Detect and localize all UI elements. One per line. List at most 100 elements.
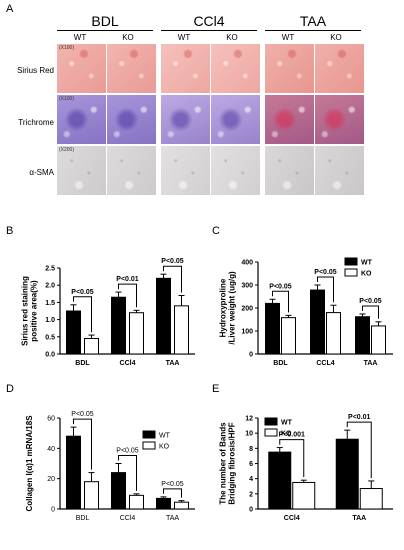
ko-label-ccl4: KO [226, 33, 238, 42]
significance-label: P<0.05 [161, 258, 183, 265]
legend-label-wt: WT [281, 420, 293, 427]
histology-tile [107, 44, 156, 93]
histology-tile [265, 95, 314, 144]
legend-label-ko: KO [281, 431, 292, 438]
bar-ko [359, 488, 383, 510]
y-tick-label: 10 [245, 431, 253, 438]
y-tick-label: 2.0 [45, 283, 55, 290]
category-label: TAA [352, 515, 366, 522]
histology-tile [161, 44, 210, 93]
y-axis-label: Hydroxyproline [219, 278, 228, 337]
group-title-taa: TAA [299, 13, 327, 29]
significance-bracket [163, 265, 182, 293]
histology-tile [265, 44, 314, 93]
bar-ko [292, 481, 316, 510]
histology-tile: (X200) [57, 146, 106, 195]
histology-tile [211, 146, 260, 195]
y-axis-label: Bridging fibrosis/HPF [228, 422, 237, 504]
bar-wt [355, 316, 370, 355]
significance-label: P<0.05 [359, 298, 381, 305]
y-tick-label: 0 [51, 507, 55, 514]
wt-label-bdl: WT [73, 33, 87, 42]
histology-tile [161, 146, 210, 195]
bar-wt [66, 435, 81, 510]
bar-wt [268, 451, 292, 510]
significance-bracket [73, 418, 92, 470]
significance-bracket [163, 488, 182, 498]
significance-label: P<0.05 [116, 448, 138, 455]
group-underline-bdl [57, 30, 153, 31]
y-tick-label: 100 [241, 329, 253, 336]
wt-label-ccl4: WT [177, 33, 191, 42]
legend-swatch-wt [264, 417, 278, 426]
significance-label: P<0.05 [71, 289, 93, 296]
bar-wt [310, 289, 325, 355]
magnification-label: (X100) [59, 45, 75, 51]
y-tick-label: 400 [241, 260, 253, 267]
legend-swatch-wt [344, 257, 358, 266]
histology-tile [107, 95, 156, 144]
legend-label-ko: KO [159, 444, 170, 451]
histology-tile [315, 44, 364, 93]
histology-tile: (X100) [57, 95, 106, 144]
bar-ko [129, 312, 144, 355]
histology-tile [315, 95, 364, 144]
y-axis-label: positive area(%) [30, 280, 39, 342]
significance-bracket [118, 455, 137, 491]
legend-swatch-ko [142, 441, 156, 450]
y-tick-label: 0.0 [45, 352, 55, 359]
panel-letter-d: D [6, 383, 14, 395]
y-tick-label: 40 [47, 446, 55, 453]
bar-wt [265, 302, 280, 355]
significance-label: P<0.05 [314, 269, 336, 276]
legend-label-ko: KO [361, 271, 372, 278]
magnification-label: (X100) [59, 96, 75, 102]
y-axis-label: /Liver weight (ug/g) [228, 271, 237, 345]
category-label: CCl4 [120, 360, 136, 367]
bar-ko [174, 501, 189, 510]
significance-bracket [279, 439, 305, 478]
panel-letter-b: B [6, 225, 14, 237]
chart-c: 0 100 200 300 400 Hydroxyproline/Liver weight… [219, 257, 393, 367]
significance-bracket [346, 421, 372, 478]
y-tick-label: 60 [47, 416, 55, 423]
histology-tile [265, 146, 314, 195]
bar-wt [111, 472, 126, 510]
legend-swatch-wt [142, 430, 156, 439]
bar-ko [371, 325, 386, 355]
legend-swatch-ko [264, 428, 278, 437]
y-tick-label: 0 [249, 507, 253, 514]
category-label: BDL [75, 360, 90, 367]
bar-ko [281, 317, 296, 355]
bar-wt [111, 296, 126, 355]
category-label: TAA [166, 360, 180, 367]
group-title-ccl4: CCl4 [193, 13, 225, 29]
bar-wt [156, 497, 171, 510]
y-tick-label: 1.0 [45, 317, 55, 324]
histology-tile [107, 146, 156, 195]
y-tick-label: 12 [245, 416, 253, 423]
histology-tile: (X100) [57, 44, 106, 93]
significance-label: P<0.05 [269, 283, 291, 290]
significance-bracket [362, 305, 379, 319]
y-tick-label: 0.5 [45, 334, 55, 341]
row-label-trichrome: Trichrome [18, 118, 54, 127]
panel-letter-e: E [212, 383, 220, 395]
category-label: CCl4 [120, 515, 136, 522]
category-label: CCl4 [284, 515, 300, 522]
significance-label: P<0.001 [279, 432, 305, 439]
chart-d: 0 20 40 60 Collagen I(α)1 mRNA/18S BDL P<0.05 C… [25, 411, 195, 522]
y-axis-label: The number of Bands [219, 422, 228, 505]
significance-bracket [118, 283, 137, 308]
category-label: BDL [76, 515, 90, 522]
category-label: CCL4 [316, 360, 334, 367]
legend-label-wt: WT [159, 433, 171, 440]
histology-tile [211, 44, 260, 93]
histology-tile [315, 146, 364, 195]
y-tick-label: 20 [47, 476, 55, 483]
wt-label-taa: WT [281, 33, 295, 42]
bar-ko [326, 312, 341, 355]
bar-ko [84, 338, 99, 355]
y-tick-label: 200 [241, 306, 253, 313]
category-label: BDL [273, 360, 288, 367]
